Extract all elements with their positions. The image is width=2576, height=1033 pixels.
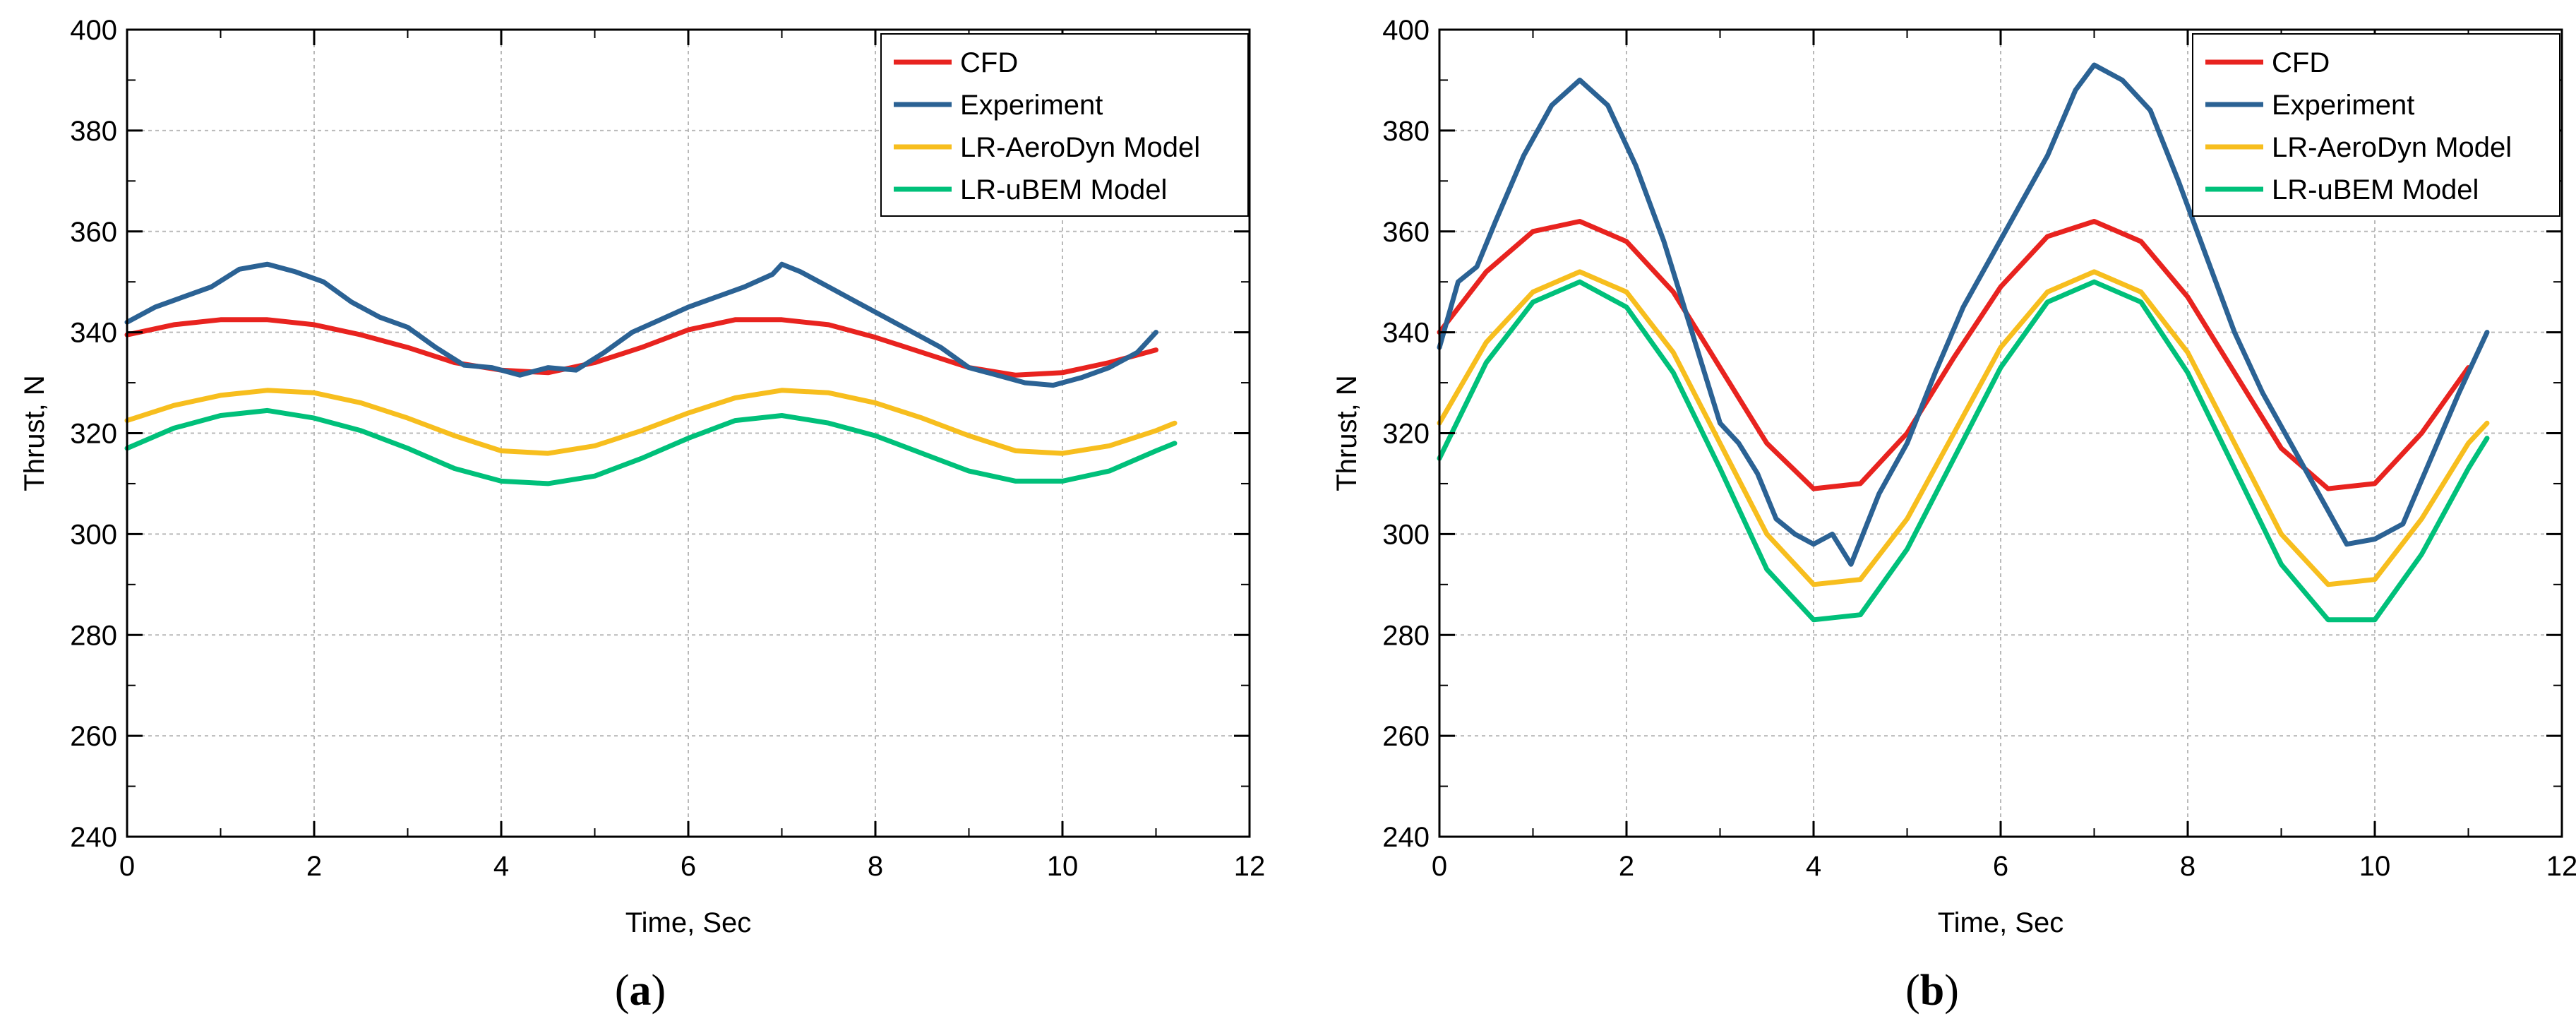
chart-b-legend-label-lr-ubem-model: LR-uBEM Model (2272, 174, 2479, 205)
chart-b-ylabel: Thrust, N (1331, 375, 1362, 491)
chart-b-xtick-label-4: 8 (2180, 851, 2195, 882)
chart-b-ytick-label-7: 380 (1382, 116, 1430, 147)
chart-b-ytick-label-6: 360 (1382, 217, 1430, 248)
chart-a-ylabel: Thrust, N (19, 375, 50, 491)
chart-a-ytick-label-7: 380 (70, 116, 117, 147)
chart-b-xtick-label-2: 4 (1806, 851, 1821, 882)
chart-b-ytick-label-2: 280 (1382, 620, 1430, 651)
chart-a-legend-label-lr-aerodyn-model: LR-AeroDyn Model (960, 132, 1200, 163)
chart-a-grid (127, 30, 1250, 837)
chart-b-xtick-label-6: 12 (2546, 851, 2576, 882)
chart-a-xtick-label-6: 12 (1234, 851, 1266, 882)
chart-a-xtick-label-3: 6 (681, 851, 696, 882)
chart-a-legend: CFD Experiment LR-AeroDyn Model LR-uBEM Mod… (880, 33, 1249, 217)
chart-a-svg: 0 2 4 6 8 10 12 240 260 280 300 320 340 360 380 400 Time… (19, 15, 1266, 938)
chart-b-xtick-label-1: 2 (1619, 851, 1634, 882)
chart-a-ytick-label-6: 360 (70, 217, 117, 248)
chart-b-legend: CFD Experiment LR-AeroDyn Model LR-uBEM Mod… (2192, 33, 2560, 217)
chart-b-xtick-label-0: 0 (1432, 851, 1447, 882)
chart-b-ytick-label-0: 240 (1382, 822, 1430, 853)
chart-b-ytick-label-4: 320 (1382, 419, 1430, 450)
chart-b-xtick-label-5: 10 (2359, 851, 2391, 882)
chart-b-ytick-label-5: 340 (1382, 318, 1430, 349)
chart-a-legend-label-cfd: CFD (960, 47, 1018, 78)
caption-b: (b) (1905, 967, 1959, 1015)
chart-a-xtick-label-1: 2 (306, 851, 322, 882)
chart-b-ytick-label-3: 300 (1382, 519, 1430, 550)
chart-a-legend-label-lr-ubem-model: LR-uBEM Model (960, 174, 1167, 205)
chart-a-ytick-label-0: 240 (70, 822, 117, 853)
chart-a-xtick-label-2: 4 (493, 851, 509, 882)
chart-a-xtick-label-5: 10 (1047, 851, 1079, 882)
chart-panel-a: 0 2 4 6 8 10 12 240 260 280 300 320 340 360 380 400 Time… (19, 15, 1266, 938)
chart-b-series-cfd (1437, 219, 2471, 491)
chart-panel-b: 0 2 4 6 8 10 12 240 260 280 300 320 340 360 380 400 Time… (1288, 0, 2576, 1033)
chart-b-xtick-label-3: 6 (1993, 851, 2008, 882)
chart-b-series-experiment (1437, 62, 2490, 567)
chart-a-xlabel: Time, Sec (625, 907, 752, 938)
chart-b-grid (1439, 30, 2562, 837)
chart-a-xtick-label-4: 8 (868, 851, 883, 882)
chart-b-legend-label-cfd: CFD (2272, 47, 2330, 78)
chart-b-series-lr-ubem-model (1437, 279, 2490, 623)
chart-a-ytick-label-2: 280 (70, 620, 117, 651)
caption-a-letter: a (629, 967, 652, 1015)
chart-a-series-lr-ubem-model (124, 407, 1178, 486)
chart-a-ytick-label-3: 300 (70, 519, 117, 550)
chart-b-ytick-label-1: 260 (1382, 721, 1430, 752)
chart-b-ytick-label-8: 400 (1382, 15, 1430, 46)
chart-b-series-lr-aerodyn-model (1437, 269, 2490, 587)
caption-b-letter: b (1919, 967, 1945, 1015)
chart-b-legend-label-experiment: Experiment (2272, 90, 2414, 121)
caption-a: (a) (614, 967, 666, 1015)
chart-a-ytick-label-5: 340 (70, 318, 117, 349)
chart-b-svg: 0 2 4 6 8 10 12 240 260 280 300 320 340 360 380 400 Time… (1331, 15, 2576, 938)
chart-a-xtick-label-0: 0 (119, 851, 135, 882)
chart-a-ytick-label-1: 260 (70, 721, 117, 752)
chart-a-series-experiment (124, 261, 1158, 388)
chart-a-legend-label-experiment: Experiment (960, 90, 1103, 121)
chart-a-series-lr-aerodyn-model (124, 388, 1178, 456)
chart-b-legend-label-lr-aerodyn-model: LR-AeroDyn Model (2272, 132, 2512, 163)
chart-a-ytick-label-8: 400 (70, 15, 117, 46)
chart-a-ytick-label-4: 320 (70, 419, 117, 450)
chart-b-xlabel: Time, Sec (1938, 907, 2064, 938)
